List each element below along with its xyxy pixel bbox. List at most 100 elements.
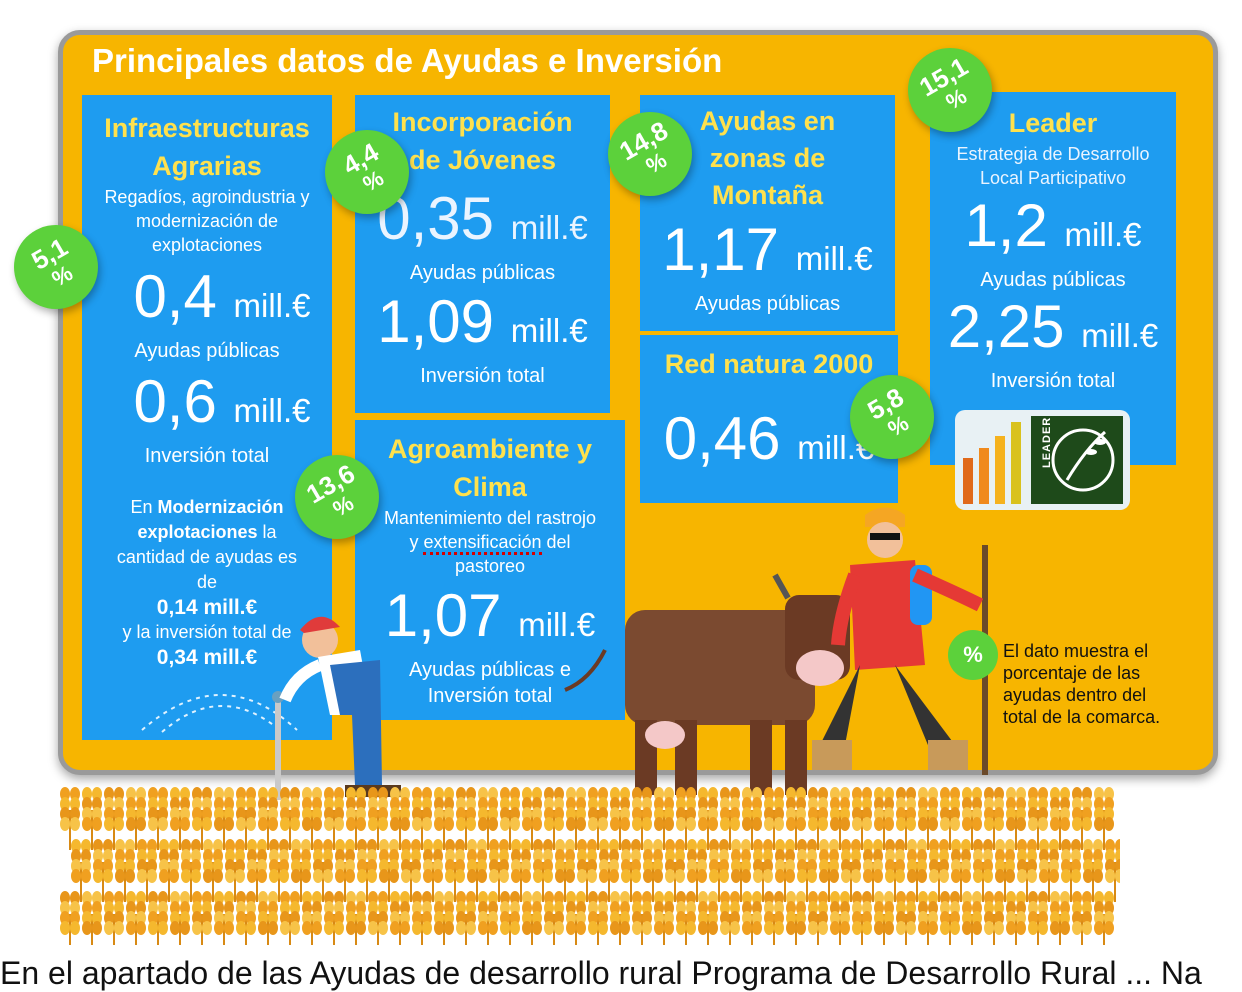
wheat-stalk <box>918 891 938 945</box>
wheat-stalk <box>71 839 91 902</box>
wheat-stalk <box>280 787 300 850</box>
legend-text: El dato muestra el porcentaje de las ayu… <box>1003 641 1161 727</box>
wheat-stalk <box>148 891 168 945</box>
wheat-stalk <box>874 787 894 850</box>
sprinkler-spray-icon <box>141 694 298 733</box>
percentage-badge: 15,1% <box>908 48 992 132</box>
wheat-stalk <box>885 839 905 902</box>
wheat-stalk <box>478 787 498 850</box>
wheat-stalk <box>401 839 421 902</box>
wheat-stalk <box>390 787 410 850</box>
leader-bars-icon <box>963 416 1123 504</box>
panel-subtitle: y extensificación del <box>355 530 625 555</box>
note-investment-value: 0,34 mill.€ <box>156 646 258 669</box>
wheat-stalk <box>434 891 454 945</box>
panel-leader: Leader Estrategia de Desarrollo Local Pa… <box>930 92 1176 465</box>
wheat-stalk <box>390 891 410 945</box>
wheat-stalk <box>104 891 124 945</box>
wheat-stalk <box>984 891 1004 945</box>
wheat-stalk <box>445 839 465 902</box>
panel-title: de Jóvenes <box>408 145 557 175</box>
wheat-stalk <box>720 787 740 850</box>
aid-label: Ayudas públicas <box>980 269 1126 291</box>
wheat-stalk <box>764 787 784 850</box>
panel-title: Infraestructuras <box>104 113 310 143</box>
wheat-stalk <box>577 839 597 902</box>
wheat-stalk <box>214 787 234 850</box>
wheat-stalk <box>60 891 80 945</box>
wheat-stalk <box>302 891 322 945</box>
wheat-stalk <box>1094 787 1114 850</box>
wheat-stalk <box>60 787 80 850</box>
wheat-stalk <box>742 787 762 850</box>
wheat-stalk <box>643 839 663 902</box>
wheat-stalk <box>456 891 476 945</box>
panel-infraestructuras: Infraestructuras Agrarias Regadíos, agro… <box>82 95 332 740</box>
wheat-stalk <box>1083 839 1103 902</box>
wheat-stalk <box>346 787 366 850</box>
wheat-stalk <box>258 787 278 850</box>
percentage-badge: 5,1% <box>14 225 98 309</box>
wheat-stalk <box>1105 839 1120 902</box>
investment-label: Inversión total <box>420 365 545 387</box>
wheat-stalk <box>324 787 344 850</box>
wheat-stalk <box>522 787 542 850</box>
wheat-stalk <box>82 891 102 945</box>
wheat-stalk <box>324 891 344 945</box>
wheat-stalk <box>786 787 806 850</box>
wheat-stalk <box>544 787 564 850</box>
note-line: y la inversión total de <box>122 622 292 642</box>
wheat-stalk <box>1061 839 1081 902</box>
wheat-stalk <box>335 839 355 902</box>
wheat-stalk <box>588 787 608 850</box>
panel-title: Ayudas en <box>699 106 836 136</box>
wheat-stalk <box>236 787 256 850</box>
wheat-stalk <box>1050 787 1070 850</box>
wheat-stalk <box>863 839 883 902</box>
wheat-stalk <box>984 787 1004 850</box>
wheat-stalk <box>368 787 388 850</box>
wheat-stalk <box>819 839 839 902</box>
wheat-stalk <box>775 839 795 902</box>
wheat-stalk <box>599 839 619 902</box>
aid-value: 1,2 mill.€ <box>964 192 1142 259</box>
wheat-stalk <box>225 839 245 902</box>
wheat-stalk <box>192 787 212 850</box>
wheat-stalk <box>115 839 135 902</box>
aid-label: Ayudas públicas <box>134 340 280 362</box>
percentage-badge: 5,8% <box>850 375 934 459</box>
wheat-stalk <box>698 891 718 945</box>
wheat-stalk <box>676 891 696 945</box>
page-title: Principales datos de Ayudas e Inversión <box>92 42 723 79</box>
wheat-stalk <box>654 787 674 850</box>
panel-subtitle: Estrategia de Desarrollo <box>956 144 1150 164</box>
wheat-stalk <box>830 891 850 945</box>
wheat-stalk <box>192 891 212 945</box>
wheat-stalk <box>962 891 982 945</box>
wheat-stalk <box>214 891 234 945</box>
wheat-stalk <box>940 891 960 945</box>
wheat-stalk <box>434 787 454 850</box>
note-line: En Modernización <box>130 497 284 517</box>
wheat-stalk <box>313 839 333 902</box>
panel-title: Incorporación <box>392 107 573 137</box>
wheat-stalk <box>170 891 190 945</box>
wheat-stalk <box>522 891 542 945</box>
aid-label: Ayudas públicas <box>694 293 841 315</box>
wheat-stalk <box>1028 787 1048 850</box>
wheat-stalk <box>731 839 751 902</box>
wheat-stalk <box>1028 891 1048 945</box>
aid-value: 0,4 mill.€ <box>133 263 311 330</box>
wheat-stalk <box>302 787 322 850</box>
wheat-stalk <box>511 839 531 902</box>
wheat-stalk <box>1017 839 1037 902</box>
note-line: explotaciones la <box>137 522 277 542</box>
wheat-stalk <box>82 787 102 850</box>
wheat-stalk <box>720 891 740 945</box>
wheat-stalk <box>181 839 201 902</box>
wheat-stalk <box>610 891 630 945</box>
panel-title: Leader <box>1008 108 1098 138</box>
wheat-stalk <box>247 839 267 902</box>
note-aid-value: 0,14 mill.€ <box>156 596 258 619</box>
wheat-stalk <box>148 787 168 850</box>
